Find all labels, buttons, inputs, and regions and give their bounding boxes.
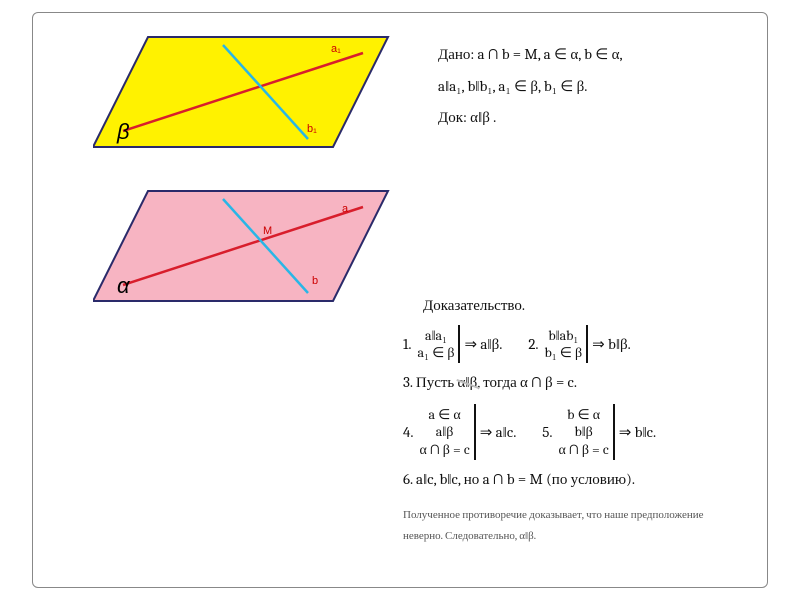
step1-bar [458,325,460,363]
slide-frame: β a₁ b₁ α a b M Дано: a ∩ b = M, a ∈ α, … [32,12,768,588]
step5-num: 5. [542,423,552,441]
label-b: b [312,275,318,287]
footer-line2: неверно. Следовательно, α‖β. [403,526,798,547]
given-block: Дано: a ∩ b = M, a ∈ α, b ∈ α, a‖a₁, b‖b… [438,39,788,134]
label-a: a [342,203,348,215]
step1-concl: ⇒ a‖β. [464,335,502,354]
footer-line1: Полученное противоречие доказывает, что … [403,505,798,526]
step2-bar [586,325,588,363]
step1-num: 1. [403,335,412,353]
step2-concl: ⇒ b‖β. [592,335,631,354]
step4-bar [474,404,476,460]
step5-premises: b ∈ α b‖β α ∩ β = c [559,406,609,459]
given-line3: Док: α‖β . [438,102,788,134]
proof-title: Доказательство. [423,296,798,315]
label-alpha: α [117,273,130,299]
strike-icon [456,379,479,389]
step5-concl: ⇒ b‖c. [619,423,656,442]
proof-step3: 3. Пусть α‖β, тогда α ∩ β = c. [403,373,798,392]
label-M: M [263,225,272,237]
label-a1: a₁ [331,43,341,55]
step5-bar [613,404,615,460]
label-beta: β [117,119,130,145]
diagram-alpha: α a b M [93,181,393,321]
step4-premises: a ∈ α a‖β α ∩ β = c [419,406,469,459]
label-b1: b₁ [307,123,317,135]
proof-row-4-5: 4. a ∈ α a‖β α ∩ β = c ⇒ a‖c. 5. b ∈ α b… [403,404,798,460]
step4-num: 4. [403,423,413,441]
step2-num: 2. [528,335,538,353]
step2-premises: b‖ab₁ b₁ ∈ β [545,327,583,362]
proof-footer: Полученное противоречие доказывает, что … [403,505,798,547]
diagram-beta: β a₁ b₁ [93,27,393,167]
step1-premises: a‖a₁ a₁ ∈ β [418,327,455,362]
proof-step6: 6. a‖c, b‖c, но a ∩ b = M (по условию). [403,470,798,489]
proof-row-1-2: 1. a‖a₁ a₁ ∈ β ⇒ a‖β. 2. b‖ab₁ b₁ ∈ β ⇒ … [403,325,798,363]
given-line1: Дано: a ∩ b = M, a ∈ α, b ∈ α, [438,39,788,71]
given-line2: a‖a₁, b‖b₁, a₁ ∈ β, b₁ ∈ β. [438,71,788,103]
step4-concl: ⇒ a‖c. [480,423,517,442]
proof-block: Доказательство. 1. a‖a₁ a₁ ∈ β ⇒ a‖β. 2.… [403,296,798,547]
